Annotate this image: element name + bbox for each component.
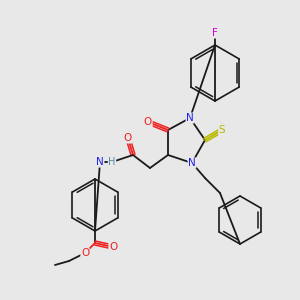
Text: O: O	[109, 242, 117, 252]
Text: O: O	[81, 248, 89, 258]
Text: S: S	[219, 125, 225, 135]
Text: F: F	[212, 28, 218, 38]
Text: N: N	[186, 113, 194, 123]
Text: N: N	[188, 158, 196, 168]
Text: N: N	[96, 157, 104, 167]
Text: H: H	[108, 157, 116, 167]
Text: O: O	[124, 133, 132, 143]
Text: O: O	[144, 117, 152, 127]
